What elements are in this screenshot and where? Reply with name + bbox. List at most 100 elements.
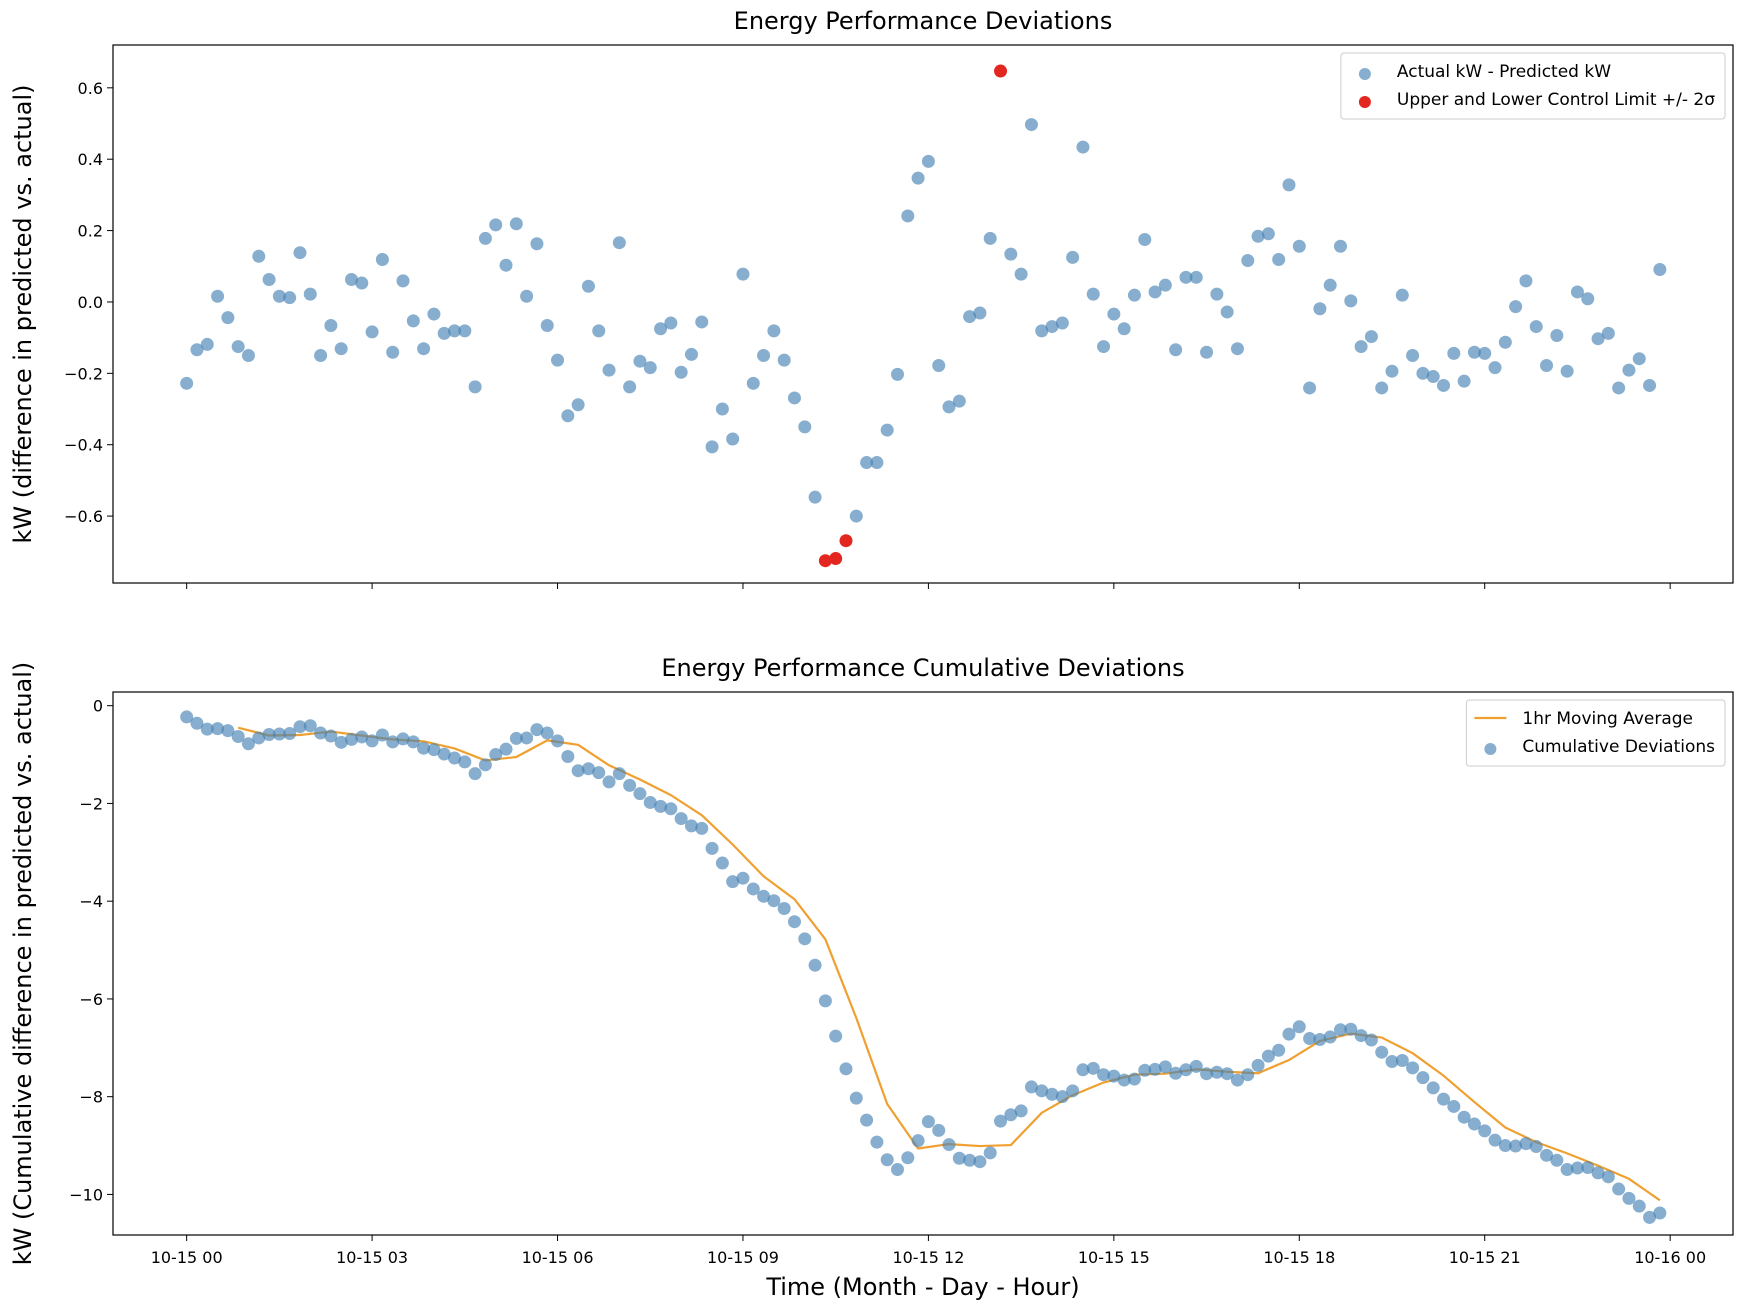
data-point: [654, 799, 668, 813]
legend-swatch: [1484, 743, 1497, 755]
data-point: [1138, 233, 1152, 247]
data-point: [973, 306, 987, 320]
chart-title: Energy Performance Deviations: [734, 7, 1113, 35]
data-point: [891, 367, 905, 381]
data-point: [1323, 278, 1337, 292]
data-point: [1251, 229, 1265, 243]
data-point: [406, 735, 420, 749]
data-point: [1189, 1059, 1203, 1073]
data-point: [818, 994, 832, 1008]
data-point: [314, 348, 328, 362]
data-point: [1066, 250, 1080, 264]
data-point: [417, 342, 431, 356]
data-point: [952, 1151, 966, 1165]
data-point: [499, 258, 513, 272]
data-point: [1540, 1148, 1554, 1162]
data-point: [1148, 285, 1162, 299]
data-point: [633, 354, 647, 368]
data-point: [520, 289, 534, 303]
data-point: [262, 272, 276, 286]
data-point: [674, 812, 688, 826]
x-tick-label: 10-15 21: [1449, 1248, 1521, 1267]
data-point: [1632, 1199, 1646, 1213]
data-point: [520, 731, 534, 745]
data-point: [612, 236, 626, 250]
data-point: [283, 291, 297, 305]
y-tick-label: −8: [79, 1088, 103, 1107]
data-point: [1045, 1087, 1059, 1101]
data-point: [860, 1113, 874, 1127]
data-point: [478, 231, 492, 245]
data-point: [406, 314, 420, 328]
data-point: [1127, 1072, 1141, 1086]
data-point: [1478, 346, 1492, 360]
data-point: [1086, 287, 1100, 301]
data-point: [283, 727, 297, 741]
y-tick-label: −0.6: [64, 507, 103, 526]
data-point: [1457, 374, 1471, 388]
data-point: [1344, 294, 1358, 308]
data-point: [1447, 346, 1461, 360]
data-point: [1622, 363, 1636, 377]
data-point: [726, 875, 740, 889]
data-point: [1086, 1061, 1100, 1075]
data-point: [1107, 1069, 1121, 1083]
data-point: [1333, 239, 1347, 253]
data-point: [448, 751, 462, 765]
data-point: [344, 272, 358, 286]
data-point: [561, 750, 575, 764]
data-point: [489, 748, 503, 762]
data-point: [1395, 288, 1409, 302]
data-point: [1519, 274, 1533, 288]
data-point: [1261, 1049, 1275, 1063]
data-point: [1313, 302, 1327, 316]
data-point: [746, 882, 760, 896]
data-point: [1024, 118, 1038, 132]
data-point: [489, 218, 503, 232]
data-point: [1169, 1066, 1183, 1080]
data-point: [860, 456, 874, 470]
data-point: [1014, 267, 1028, 281]
y-tick-label: −0.4: [64, 436, 103, 455]
data-point: [1292, 1020, 1306, 1034]
data-point: [623, 380, 637, 394]
data-point: [602, 363, 616, 377]
data-point: [1447, 1099, 1461, 1113]
data-point: [1560, 364, 1574, 378]
x-tick-label: 10-15 15: [1078, 1248, 1150, 1267]
data-point: [1024, 1080, 1038, 1094]
data-point: [1467, 345, 1481, 359]
data-point: [849, 1091, 863, 1105]
data-point: [241, 737, 255, 751]
data-point: [994, 1114, 1008, 1128]
y-tick-label: −10: [69, 1185, 103, 1204]
data-point: [1354, 1029, 1368, 1043]
data-point: [1612, 1182, 1626, 1196]
data-point: [1230, 342, 1244, 356]
data-point: [1333, 1023, 1347, 1037]
data-point: [1158, 1060, 1172, 1074]
data-point: [705, 440, 719, 454]
x-tick-label: 10-15 06: [522, 1248, 594, 1267]
data-point: [1488, 361, 1502, 375]
x-axis-label: Time (Month - Day - Hour): [765, 1273, 1079, 1301]
data-point: [221, 311, 235, 325]
data-point: [1251, 1058, 1265, 1072]
data-point: [901, 1151, 915, 1165]
data-point: [1189, 270, 1203, 284]
data-point: [1498, 335, 1512, 349]
data-point: [1076, 140, 1090, 154]
data-point: [375, 252, 389, 266]
data-point: [1653, 1206, 1667, 1220]
data-point: [1272, 1043, 1286, 1057]
data-point: [1004, 247, 1018, 261]
data-point: [643, 361, 657, 375]
x-tick-label: 10-15 00: [151, 1248, 223, 1267]
data-point: [334, 735, 348, 749]
plot-area: [112, 44, 1734, 584]
data-point: [211, 722, 225, 736]
y-tick-label: −6: [79, 990, 103, 1009]
data-point: [983, 231, 997, 245]
data-point: [386, 345, 400, 359]
data-point: [1210, 287, 1224, 301]
